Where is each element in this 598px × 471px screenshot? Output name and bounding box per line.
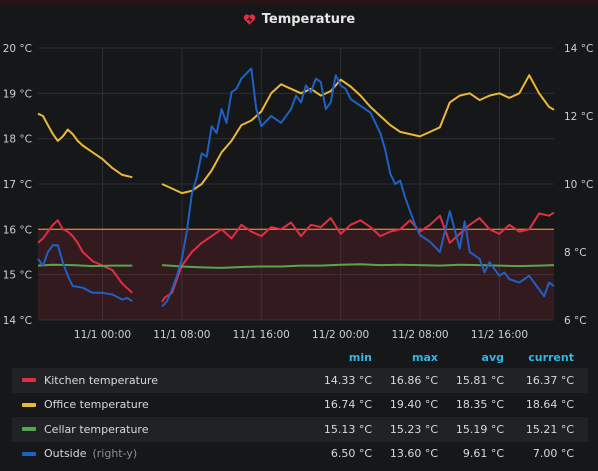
legend-swatch-office[interactable] [22,402,36,407]
legend-table: min max avg current Kitchen temperature … [12,346,588,466]
legend-label-office[interactable]: Office temperature [44,398,149,412]
x-tick-label: 11/2 00:00 [312,329,369,341]
legend-header-min[interactable]: min [348,350,372,364]
x-tick-label: 11/1 08:00 [153,329,210,341]
y-right-tick-label: 10 °C [564,179,593,191]
legend-label-kitchen[interactable]: Kitchen temperature [44,373,158,387]
series-line-office [37,74,555,195]
y-left-tick-label: 18 °C [3,134,32,146]
legend-avg-kitchen: 15.81 °C [455,373,504,387]
legend-swatch-cellar[interactable] [22,427,36,432]
legend-current-kitchen: 16.37 °C [525,373,574,387]
legend-avg-outside: 9.61 °C [462,447,504,461]
x-tick-label: 11/1 16:00 [233,329,290,341]
y-right-tick-label: 6 °C [564,315,587,327]
legend-row-kitchen[interactable]: Kitchen temperature 14.33 °C 16.86 °C 15… [12,368,588,393]
legend-max-kitchen: 16.86 °C [389,373,438,387]
y-right-tick-label: 14 °C [564,43,593,55]
y-right-tick-label: 12 °C [564,111,593,123]
legend-label-cellar[interactable]: Cellar temperature [44,422,149,436]
legend-label-outside[interactable]: Outside [44,447,87,461]
legend-current-office: 18.64 °C [525,398,574,412]
y-left-tick-label: 19 °C [3,88,32,100]
legend-current-outside: 7.00 °C [532,447,574,461]
y-right-tick-label: 8 °C [564,247,587,259]
legend-avg-office: 18.35 °C [455,398,504,412]
legend-header-avg[interactable]: avg [481,350,504,364]
legend-row-outside[interactable]: Outside (right-y) 6.50 °C 13.60 °C 9.61 … [12,442,588,467]
legend-swatch-kitchen[interactable] [22,378,36,383]
legend-min-cellar: 15.13 °C [323,422,372,436]
y-left-tick-label: 14 °C [3,315,32,327]
x-tick-label: 11/1 00:00 [74,329,131,341]
legend-row-cellar[interactable]: Cellar temperature 15.13 °C 15.23 °C 15.… [12,417,588,442]
legend-axis-outside: (right-y) [92,447,138,461]
temperature-chart[interactable]: 20 °C 19 °C 18 °C 17 °C 16 °C 15 °C 14 °C 14 °C… [0,36,598,346]
y-left-tick-label: 15 °C [3,270,32,282]
legend-min-kitchen: 14.33 °C [323,373,372,387]
y-left-tick-label: 20 °C [3,43,32,55]
x-tick-label: 11/2 08:00 [391,329,448,341]
y-left-tick-label: 16 °C [3,224,32,236]
legend-current-cellar: 15.21 °C [525,422,574,436]
legend-header-max[interactable]: max [412,350,438,364]
panel-header[interactable]: Temperature [0,9,598,29]
legend-row-office[interactable]: Office temperature 16.74 °C 19.40 °C 18.… [12,393,588,418]
legend-header-current[interactable]: current [528,350,574,364]
legend-swatch-outside[interactable] [22,451,36,456]
x-tick-label: 11/2 16:00 [471,329,528,341]
legend-min-outside: 6.50 °C [330,447,372,461]
panel-title: Temperature [261,11,356,27]
heart-icon [243,14,255,25]
legend-header: min max avg current [12,346,588,368]
legend-max-office: 19.40 °C [389,398,438,412]
series-line-kitchen [37,211,555,303]
legend-max-cellar: 15.23 °C [389,422,438,436]
legend-min-office: 16.74 °C [323,398,372,412]
y-left-tick-label: 17 °C [3,179,32,191]
panel-top-edge [0,0,598,3]
legend-avg-cellar: 15.19 °C [455,422,504,436]
legend-max-outside: 13.60 °C [389,447,438,461]
series-line-outside [37,67,555,308]
